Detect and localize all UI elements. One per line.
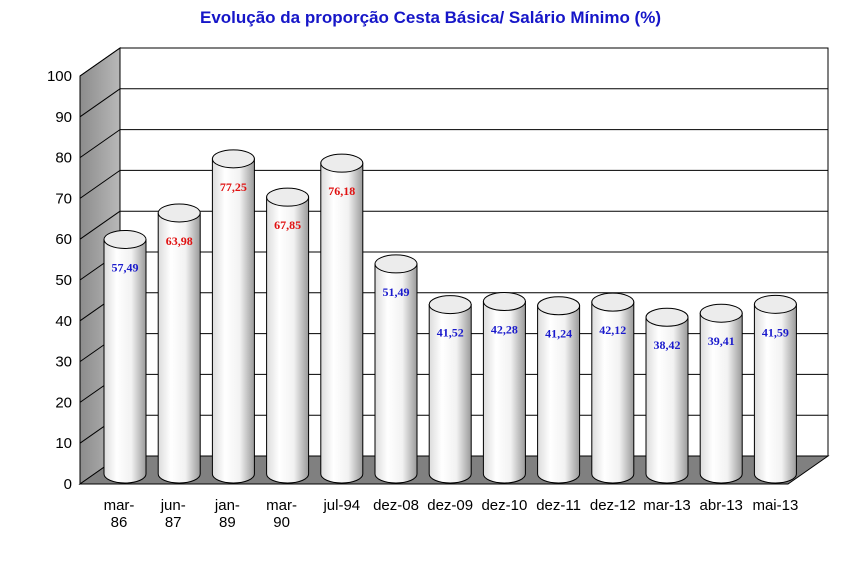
y-tick-label: 0 <box>64 476 72 493</box>
gridline-side <box>79 47 121 77</box>
bar-top <box>103 229 147 249</box>
bar <box>482 300 526 484</box>
bar <box>266 196 310 484</box>
data-label: 67,85 <box>274 218 301 232</box>
bar <box>428 304 472 484</box>
bar-top <box>266 187 310 207</box>
bar <box>374 263 418 484</box>
data-label: 39,41 <box>708 334 735 348</box>
bar-top <box>699 303 743 323</box>
x-tick-label: mai-13 <box>752 497 798 514</box>
y-tick-label: 50 <box>55 272 72 289</box>
gridline-side <box>79 210 121 240</box>
x-tick-label: dez-12 <box>590 497 636 514</box>
bar-top <box>482 291 526 311</box>
data-label: 51,49 <box>383 285 410 299</box>
gridline-side <box>79 169 121 199</box>
x-tick-label: dez-08 <box>373 497 419 514</box>
x-tick-label: jan-89 <box>214 497 240 531</box>
y-tick-label: 60 <box>55 231 72 248</box>
bar <box>699 312 743 484</box>
chart-title: Evolução da proporção Cesta Básica/ Salá… <box>199 8 661 27</box>
bar-top <box>320 153 364 173</box>
data-label: 41,24 <box>545 327 572 341</box>
bar <box>537 305 581 484</box>
bar <box>320 162 364 484</box>
data-label: 63,98 <box>166 234 193 248</box>
y-tick-label: 90 <box>55 109 72 126</box>
y-tick-label: 10 <box>55 435 72 452</box>
bar-top <box>645 307 689 327</box>
y-tick-label: 70 <box>55 190 72 207</box>
x-tick-label: jul-94 <box>322 497 360 514</box>
x-tick-label: mar-86 <box>104 497 135 531</box>
data-label: 42,12 <box>599 323 626 337</box>
bar-top <box>537 296 581 316</box>
y-tick-label: 30 <box>55 354 72 371</box>
data-label: 41,59 <box>762 325 789 339</box>
gridline-side <box>79 129 121 159</box>
x-tick-label: jun-87 <box>160 497 186 531</box>
x-tick-label: dez-11 <box>536 497 581 514</box>
bar <box>753 303 797 484</box>
bar <box>103 238 147 484</box>
bar-top <box>211 149 255 169</box>
data-label: 41,52 <box>437 326 464 340</box>
y-tick-label: 20 <box>55 394 72 411</box>
bar-top <box>428 295 472 315</box>
x-tick-label: mar-90 <box>266 497 297 531</box>
x-tick-label: dez-10 <box>481 497 527 514</box>
bar <box>211 158 255 484</box>
x-tick-label: abr-13 <box>700 497 743 514</box>
bar <box>157 212 201 484</box>
y-tick-label: 100 <box>47 68 72 85</box>
bar-top <box>753 294 797 314</box>
y-tick-label: 80 <box>55 150 72 167</box>
bar-top <box>157 203 201 223</box>
data-label: 57,49 <box>112 260 139 274</box>
y-tick-label: 40 <box>55 313 72 330</box>
bar-top <box>374 254 418 274</box>
data-label: 76,18 <box>328 184 355 198</box>
gridline-side <box>79 88 121 118</box>
data-label: 42,28 <box>491 322 518 336</box>
bar <box>591 301 635 484</box>
x-tick-label: dez-09 <box>427 497 473 514</box>
x-tick-label: mar-13 <box>643 497 691 514</box>
bar-top <box>591 292 635 312</box>
bar <box>645 316 689 484</box>
data-label: 77,25 <box>220 180 247 194</box>
data-label: 38,42 <box>654 338 681 352</box>
